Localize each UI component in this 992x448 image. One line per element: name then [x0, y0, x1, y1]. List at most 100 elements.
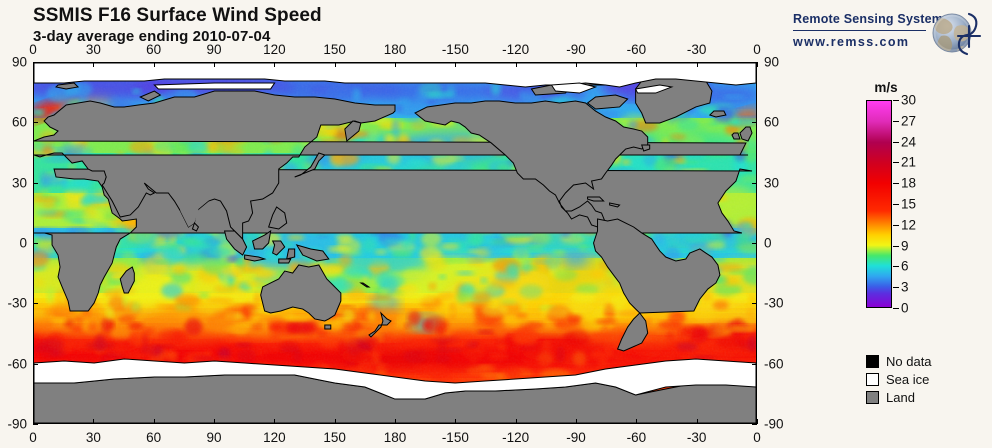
x-axis-label-bottom: -150	[441, 430, 469, 445]
x-tick-bottom	[33, 419, 34, 424]
x-axis-label-top: -90	[566, 42, 586, 57]
y-tick-right	[752, 122, 757, 124]
y-axis-label-left: 90	[11, 54, 27, 70]
colorbar-tick-label: 24	[901, 134, 917, 150]
x-axis-label-bottom: 120	[263, 430, 286, 445]
x-tick-top	[214, 62, 215, 67]
x-tick-bottom	[696, 419, 698, 424]
x-tick-bottom	[395, 419, 396, 424]
colorbar-tick	[893, 183, 899, 185]
wind-speed-map[interactable]	[33, 62, 757, 424]
x-tick-bottom	[636, 419, 638, 424]
colorbar-tick	[893, 266, 899, 268]
y-tick-right	[752, 243, 757, 244]
x-tick-bottom	[455, 419, 457, 424]
legend-label: No data	[886, 353, 932, 369]
y-tick-left	[33, 243, 38, 244]
y-axis-label-right: 0	[764, 235, 772, 251]
colorbar-tick	[893, 287, 899, 289]
legend-no-data: No data	[866, 352, 986, 370]
page-title: SSMIS F16 Surface Wind Speed	[33, 5, 322, 26]
x-tick-bottom	[757, 419, 758, 424]
legend-sea-ice: Sea ice	[866, 370, 986, 388]
x-tick-top	[576, 62, 577, 67]
x-tick-bottom	[214, 419, 215, 424]
x-axis-label-bottom: 180	[383, 430, 407, 445]
colorbar-tick-label: 0	[901, 300, 909, 316]
x-axis-label-top: -120	[502, 42, 530, 57]
sea-ice-mask	[34, 63, 756, 400]
x-axis-label-top: 120	[263, 42, 286, 57]
y-tick-right	[752, 424, 757, 425]
x-tick-top	[334, 62, 336, 67]
colorbar-tick	[893, 204, 899, 205]
x-tick-bottom	[274, 419, 276, 424]
x-tick-top	[455, 62, 457, 67]
x-axis-label-top: 0	[29, 42, 37, 57]
colorbar-unit-label: m/s	[874, 80, 898, 95]
legend-swatch	[866, 354, 879, 368]
y-axis-label-right: 30	[764, 175, 780, 191]
colorbar-tick-label: 3	[901, 279, 909, 295]
y-tick-right	[752, 363, 757, 365]
y-tick-right	[752, 303, 757, 305]
x-tick-top	[93, 62, 95, 67]
y-tick-left	[33, 62, 38, 63]
colorbar-tick	[893, 224, 899, 226]
colorbar-tick	[893, 100, 899, 101]
x-axis-label-bottom: 60	[146, 430, 162, 445]
x-axis-label-top: -30	[686, 42, 707, 57]
x-tick-top	[757, 62, 758, 67]
x-tick-top	[696, 62, 698, 67]
x-axis-label-top: 180	[383, 42, 407, 57]
x-tick-top	[515, 62, 517, 67]
colorbar-tick	[893, 141, 899, 143]
x-tick-top	[395, 62, 396, 67]
y-tick-right	[752, 182, 757, 184]
x-axis-label-bottom: 0	[753, 430, 761, 445]
mask-legend: No data Sea ice Land	[866, 352, 986, 406]
y-axis-label-right: -60	[764, 356, 784, 372]
page-subtitle: 3-day average ending 2010-07-04	[33, 28, 271, 45]
colorbar-tick-label: 15	[901, 196, 917, 212]
x-tick-bottom	[153, 419, 155, 424]
x-tick-bottom	[515, 419, 517, 424]
brand-divider	[793, 30, 926, 31]
x-axis-label-bottom: 90	[206, 430, 222, 445]
x-axis-label-top: 0	[753, 42, 761, 57]
colorbar-tick	[893, 120, 899, 122]
x-axis-label-top: 150	[323, 42, 346, 57]
y-axis-label-right: 90	[764, 54, 780, 70]
colorbar-gradient	[867, 101, 891, 307]
y-axis-label-left: 0	[19, 235, 27, 251]
x-tick-top	[274, 62, 276, 67]
land-mask	[34, 76, 756, 423]
y-axis-label-left: 30	[11, 175, 27, 191]
x-tick-top	[636, 62, 638, 67]
x-axis-label-bottom: 30	[85, 430, 101, 445]
legend-land: Land	[866, 388, 986, 406]
y-axis-label-right: -30	[764, 295, 784, 311]
x-axis-label-top: 90	[206, 42, 222, 57]
y-tick-left	[33, 303, 38, 305]
colorbar-tick	[893, 308, 899, 309]
y-tick-left	[33, 424, 38, 425]
colorbar-tick-label: 9	[901, 238, 909, 254]
x-axis-label-bottom: -60	[626, 430, 647, 445]
legend-swatch	[866, 372, 879, 386]
y-axis-label-left: 60	[11, 114, 27, 130]
x-axis-label-top: -60	[626, 42, 647, 57]
y-tick-left	[33, 363, 38, 365]
y-axis-label-left: -60	[7, 356, 27, 372]
colorbar-tick-label: 18	[901, 175, 917, 191]
colorbar	[866, 100, 892, 308]
colorbar-tick	[893, 162, 899, 164]
colorbar-tick-label: 12	[901, 217, 917, 233]
x-tick-bottom	[576, 419, 577, 424]
y-tick-left	[33, 122, 38, 124]
colorbar-tick	[893, 245, 899, 247]
brand-organization: Remote Sensing Systems	[793, 12, 951, 26]
x-tick-bottom	[93, 419, 95, 424]
globe-icon	[932, 12, 982, 56]
y-axis-label-right: 60	[764, 114, 780, 130]
